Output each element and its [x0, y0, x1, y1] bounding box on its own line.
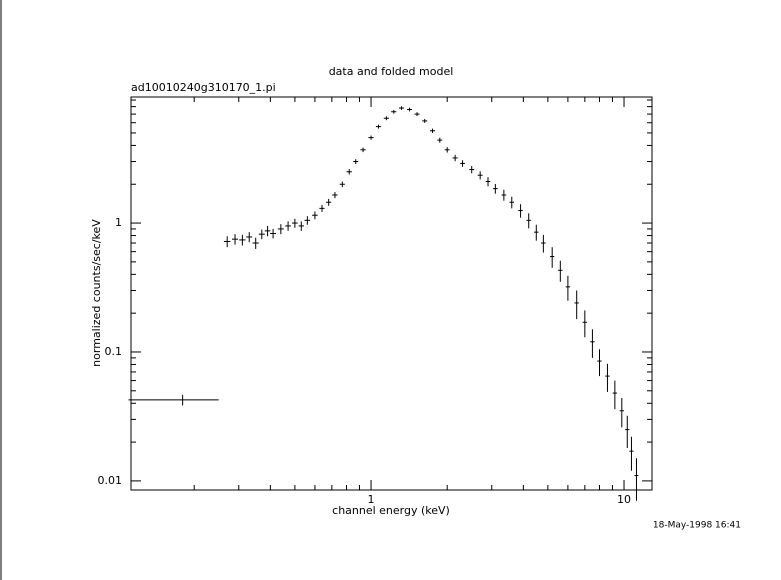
chart-subtitle: ad10010240g310170_1.pi — [131, 81, 276, 94]
timestamp: 18-May-1998 16:41 — [653, 521, 741, 531]
y-tick-label: 1 — [115, 216, 122, 229]
y-tick-label: 0.01 — [98, 474, 123, 487]
chart-title: data and folded model — [329, 65, 454, 78]
y-axis-label: normalized counts/sec/keV — [90, 219, 103, 367]
y-tick-label: 0.1 — [105, 345, 123, 358]
plot-frame — [130, 96, 653, 491]
x-axis-label: channel energy (keV) — [332, 504, 450, 517]
x-tick-label: 10 — [617, 493, 631, 506]
x-tick-label: 1 — [368, 493, 375, 506]
